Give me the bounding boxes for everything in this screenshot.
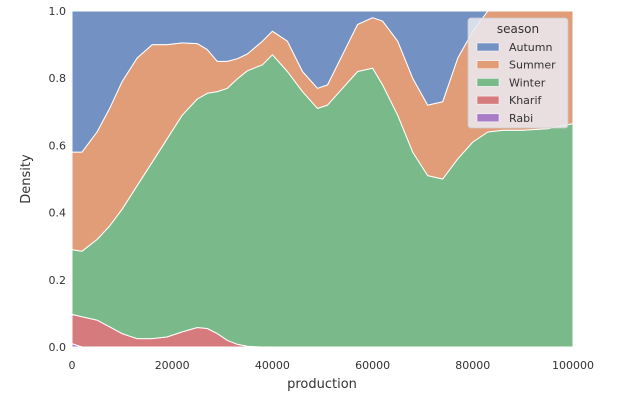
x-tick-label: 100000 (552, 359, 594, 372)
x-tick-label: 20000 (155, 359, 190, 372)
y-tick-label: 0.8 (49, 72, 67, 85)
x-tick-label: 80000 (455, 359, 490, 372)
y-axis-ticks: 0.0 0.2 0.4 0.6 0.8 1.0 (49, 5, 67, 354)
legend-swatch-rabi (476, 113, 500, 123)
area-autumn (71, 10, 574, 153)
legend-label-summer: Summer (509, 59, 556, 72)
y-tick-label: 0.6 (49, 139, 67, 152)
legend-swatch-summer (476, 60, 500, 69)
legend-title: season (497, 22, 539, 36)
x-tick-label: 60000 (355, 359, 390, 372)
legend-swatch-autumn (476, 42, 500, 52)
legend-swatch-kharif (476, 95, 500, 105)
legend-label-autumn: Autumn (509, 41, 552, 54)
legend-label-winter: Winter (509, 76, 546, 89)
y-tick-label: 1.0 (49, 5, 67, 18)
x-axis-label: production (287, 377, 357, 392)
legend-items: Autumn Summer Winter Kharif Rabi (476, 41, 556, 125)
y-tick-label: 0.2 (49, 274, 67, 287)
y-tick-label: 0.0 (49, 341, 67, 354)
y-axis-label: Density (19, 154, 34, 204)
x-tick-label: 40000 (255, 359, 290, 372)
legend: season Autumn Summer Winter Kharif Rabi (467, 17, 569, 129)
legend-label-rabi: Rabi (509, 112, 533, 125)
legend-label-kharif: Kharif (509, 94, 543, 107)
stacked-areas (71, 10, 574, 348)
x-tick-label: 0 (69, 359, 76, 372)
legend-swatch-winter (476, 78, 500, 87)
y-tick-label: 0.4 (49, 207, 67, 220)
x-axis-ticks: 0 20000 40000 60000 80000 100000 (69, 359, 595, 372)
